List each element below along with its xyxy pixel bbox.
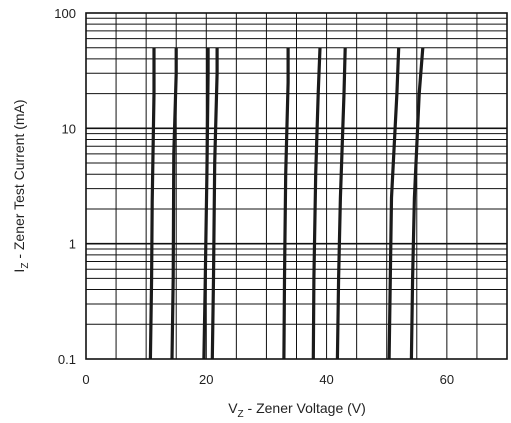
y-tick-label: 10: [62, 121, 76, 136]
plot-frame: [85, 12, 508, 360]
x-axis-subscript: Z: [238, 409, 244, 420]
zener-curve-2: [170, 47, 178, 360]
grid-lines: [86, 13, 507, 359]
x-tick-label: 40: [319, 372, 333, 387]
zener-curve-3: [202, 47, 210, 360]
x-tick-labels: 0 20 40 60: [82, 372, 454, 387]
x-axis-label: VZ - Zener Voltage (V): [228, 400, 366, 420]
y-tick-label: 0.1: [58, 352, 76, 367]
y-axis-symbol: I: [11, 269, 27, 273]
y-axis-label: IZ - Zener Test Current (mA): [11, 99, 31, 272]
zener-curve-9: [409, 47, 425, 360]
zener-curve-1: [148, 47, 156, 360]
zener-curve-7: [335, 47, 347, 360]
x-tick-label: 20: [199, 372, 213, 387]
y-tick-labels: 0.1 1 10 100: [54, 6, 76, 367]
x-axis-label-text: - Zener Voltage (V): [244, 400, 366, 416]
zener-curve-8: [387, 47, 401, 360]
y-axis-subscript: Z: [20, 263, 31, 269]
zener-curve-4: [210, 47, 219, 360]
x-tick-label: 60: [440, 372, 454, 387]
data-series: [148, 47, 425, 360]
zener-curve-5: [282, 47, 290, 360]
x-tick-label: 0: [82, 372, 89, 387]
y-axis-label-text: - Zener Test Current (mA): [11, 99, 27, 262]
x-axis-symbol: V: [228, 400, 238, 416]
y-tick-label: 100: [54, 6, 76, 21]
zener-curve-6: [311, 47, 322, 360]
y-tick-label: 1: [69, 237, 76, 252]
